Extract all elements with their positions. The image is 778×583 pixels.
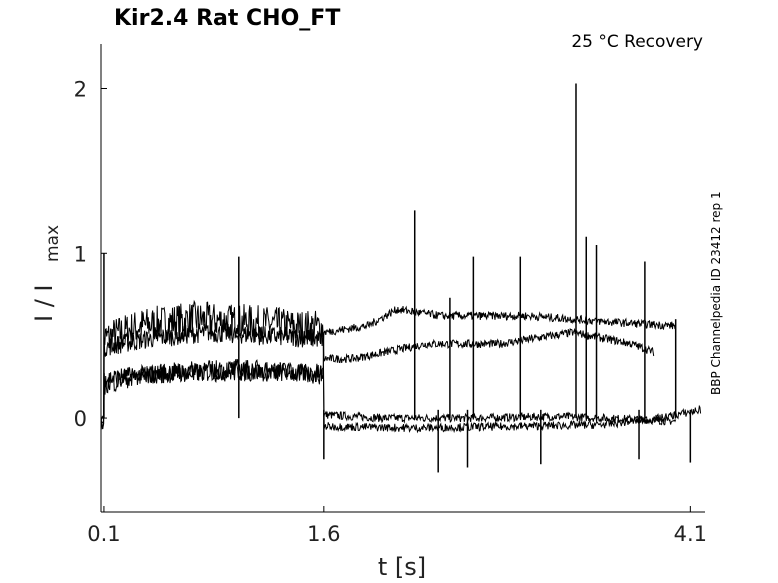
- trace-line: [100, 299, 677, 430]
- y-tick-label: 1: [74, 242, 87, 266]
- x-tick-label: 1.6: [307, 522, 340, 546]
- y-tick-label: 2: [74, 77, 87, 101]
- y-axis-label-subscript: max: [43, 225, 63, 262]
- side-note: BBP Channelpedia ID 23412 rep 1: [709, 191, 723, 395]
- x-tick-label: 4.1: [674, 522, 707, 546]
- x-ticks: 0.1 1.6 4.1: [87, 506, 707, 546]
- trace-line: [100, 322, 655, 430]
- x-tick-label: 0.1: [87, 522, 120, 546]
- x-axis-label: t [s]: [378, 553, 426, 581]
- y-ticks: 0 1 2: [74, 77, 107, 431]
- y-axis-label-main: I / I: [30, 285, 58, 323]
- plot-traces: [100, 83, 702, 473]
- y-axis-label: I / I max: [30, 225, 63, 322]
- y-tick-label: 0: [74, 407, 87, 431]
- condition-label: 25 °C Recovery: [571, 32, 703, 52]
- trace-line: [100, 358, 702, 434]
- trace-line: [100, 305, 677, 425]
- chart-title: Kir2.4 Rat CHO_FT: [114, 6, 340, 31]
